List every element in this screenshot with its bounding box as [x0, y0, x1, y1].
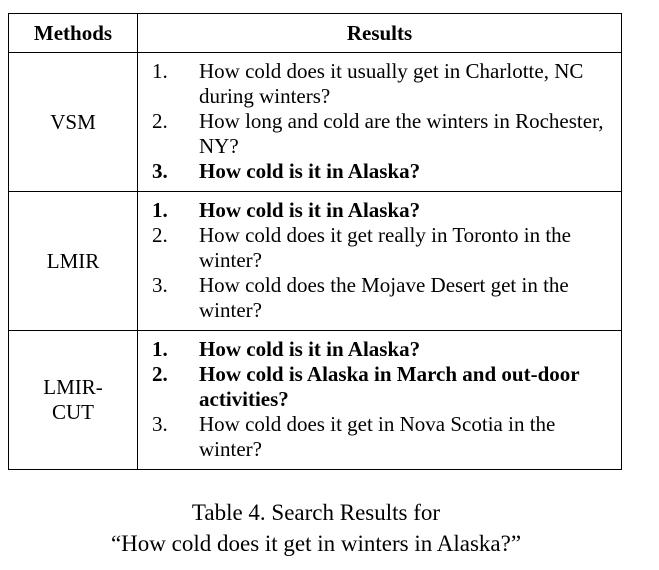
result-item: 3. How cold does the Mojave Desert get in…: [152, 273, 613, 323]
result-text: How cold does it get really in Toronto i…: [199, 223, 571, 272]
result-item: 1. How cold does it usually get in Charlo…: [152, 59, 613, 109]
table-caption-query: “How cold does it get in winters in Alas…: [110, 531, 522, 556]
method-name: LMIR- CUT: [8, 330, 138, 470]
table-row: LMIR 1. How cold is it in Alaska? 2. How c…: [8, 191, 622, 331]
method-name: LMIR: [8, 191, 138, 331]
result-item: 2. How cold is Alaska in March and out-do…: [152, 362, 613, 412]
result-number: 3.: [152, 412, 168, 436]
result-text: How cold does the Mojave Desert get in t…: [199, 273, 569, 322]
results-cell: 1. How cold is it in Alaska? 2. How cold d…: [137, 191, 622, 331]
result-number: 2.: [152, 109, 168, 133]
result-list: 1. How cold is it in Alaska? 2. How cold d…: [152, 198, 613, 323]
result-item: 1. How cold is it in Alaska?: [152, 337, 613, 362]
result-item: 2. How cold does it get really in Toronto…: [152, 223, 613, 273]
result-list: 1. How cold does it usually get in Charlo…: [152, 59, 613, 184]
results-header: Results: [137, 13, 622, 53]
result-text: How cold is it in Alaska?: [199, 159, 421, 183]
result-text: How cold does it usually get in Charlott…: [199, 59, 584, 108]
results-cell: 1. How cold does it usually get in Charlo…: [137, 52, 622, 192]
result-number: 3.: [152, 159, 168, 183]
result-item: 3. How cold is it in Alaska?: [152, 159, 613, 184]
result-text: How cold is it in Alaska?: [199, 198, 421, 222]
result-number: 3.: [152, 273, 168, 297]
table-row: LMIR- CUT 1. How cold is it in Alaska? 2. H…: [8, 330, 622, 470]
result-text: How long and cold are the winters in Roc…: [199, 109, 604, 158]
results-cell: 1. How cold is it in Alaska? 2. How cold i…: [137, 330, 622, 470]
result-item: 1. How cold is it in Alaska?: [152, 198, 613, 223]
methods-header: Methods: [8, 13, 138, 53]
result-number: 2.: [152, 223, 168, 247]
table-row: VSM 1. How cold does it usually get in Ch…: [8, 52, 622, 192]
table-header-row: Methods Results: [8, 13, 622, 53]
result-number: 1.: [152, 337, 168, 361]
method-name: VSM: [8, 52, 138, 192]
search-results-table: Methods Results VSM 1. How cold does it u…: [8, 13, 622, 470]
result-text: How cold does it get in Nova Scotia in t…: [199, 412, 556, 461]
result-item: 2. How long and cold are the winters in R…: [152, 109, 613, 159]
result-number: 1.: [152, 59, 168, 83]
result-number: 2.: [152, 362, 168, 386]
result-text: How cold is Alaska in March and out-door…: [199, 362, 580, 411]
result-number: 1.: [152, 198, 168, 222]
result-text: How cold is it in Alaska?: [199, 337, 421, 361]
result-item: 3. How cold does it get in Nova Scotia in…: [152, 412, 613, 462]
result-list: 1. How cold is it in Alaska? 2. How cold i…: [152, 337, 613, 462]
table-caption-title: Table 4. Search Results for: [191, 500, 441, 525]
